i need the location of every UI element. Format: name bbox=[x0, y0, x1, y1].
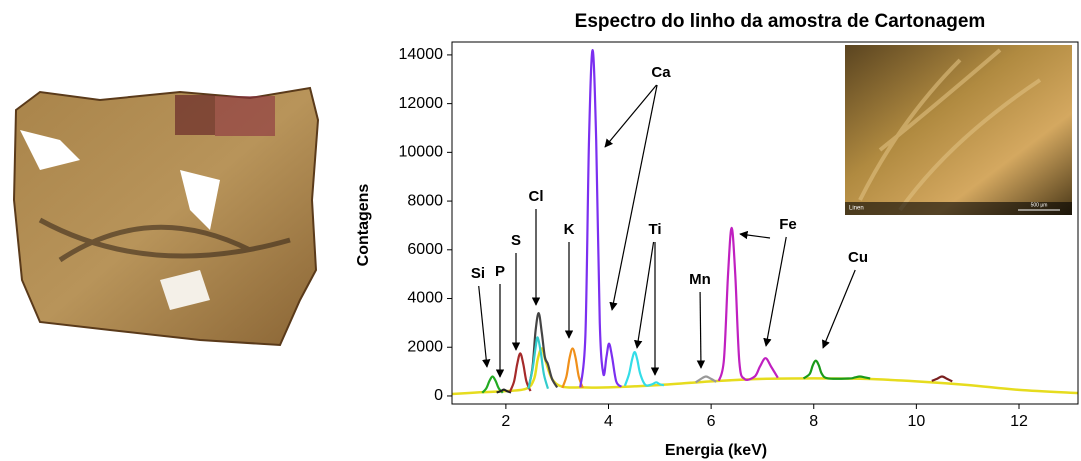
spectrum-line bbox=[510, 353, 531, 391]
y-tick-label: 12000 bbox=[399, 95, 444, 112]
chart-title: Espectro do linho da amostra de Cartonag… bbox=[575, 11, 986, 32]
spectrum-line bbox=[562, 348, 583, 387]
spectrum-line bbox=[719, 228, 778, 381]
annotation: Mn bbox=[689, 271, 711, 288]
annotation-arrow bbox=[766, 237, 786, 346]
y-axis-label: Contagens bbox=[355, 184, 372, 267]
annotation-arrow bbox=[740, 234, 770, 238]
annotation: Si bbox=[471, 265, 485, 282]
x-tick-label: 6 bbox=[707, 413, 716, 430]
sample-photo bbox=[14, 88, 318, 345]
y-tick-label: 10000 bbox=[399, 144, 444, 161]
annotation: Ti bbox=[648, 221, 661, 238]
spectrum-line bbox=[580, 50, 621, 387]
x-axis-label: Energia (keV) bbox=[665, 442, 767, 459]
annotation: Cu bbox=[848, 249, 868, 266]
y-tick-label: 8000 bbox=[407, 192, 443, 209]
y-tick-label: 2000 bbox=[407, 338, 443, 355]
x-tick-label: 10 bbox=[907, 413, 925, 430]
annotation: S bbox=[511, 232, 521, 249]
annotation: Ca bbox=[651, 64, 671, 81]
x-tick-label: 12 bbox=[1010, 413, 1028, 430]
annotation-arrow bbox=[823, 270, 855, 348]
annotation: Fe bbox=[779, 216, 797, 233]
spectrum-line bbox=[625, 352, 664, 386]
annotation-arrow bbox=[605, 85, 657, 147]
x-tick-label: 2 bbox=[501, 413, 510, 430]
y-tick-label: 4000 bbox=[407, 290, 443, 307]
y-tick-label: 0 bbox=[434, 387, 443, 404]
y-tick-label: 14000 bbox=[399, 46, 444, 63]
spectrum-line bbox=[932, 376, 953, 381]
annotation: P bbox=[495, 263, 505, 280]
annotation: Cl bbox=[529, 188, 544, 205]
annotation-arrow bbox=[612, 85, 657, 310]
x-tick-label: 4 bbox=[604, 413, 613, 430]
spectrum-line bbox=[803, 361, 870, 379]
spectrum-line bbox=[452, 348, 1078, 394]
inset-label: Linen bbox=[849, 206, 864, 212]
annotation-arrow bbox=[700, 292, 701, 368]
annotation: K bbox=[564, 221, 575, 238]
y-tick-label: 6000 bbox=[407, 241, 443, 258]
annotation-arrow bbox=[637, 242, 654, 348]
inset-photo: Linen 500 µm bbox=[845, 45, 1072, 215]
x-tick-label: 8 bbox=[809, 413, 818, 430]
inset-scale: 500 µm bbox=[1031, 202, 1048, 208]
annotation-arrow bbox=[479, 286, 487, 367]
figure: Linen 500 µm Espectro do linho da amostr… bbox=[0, 0, 1081, 461]
